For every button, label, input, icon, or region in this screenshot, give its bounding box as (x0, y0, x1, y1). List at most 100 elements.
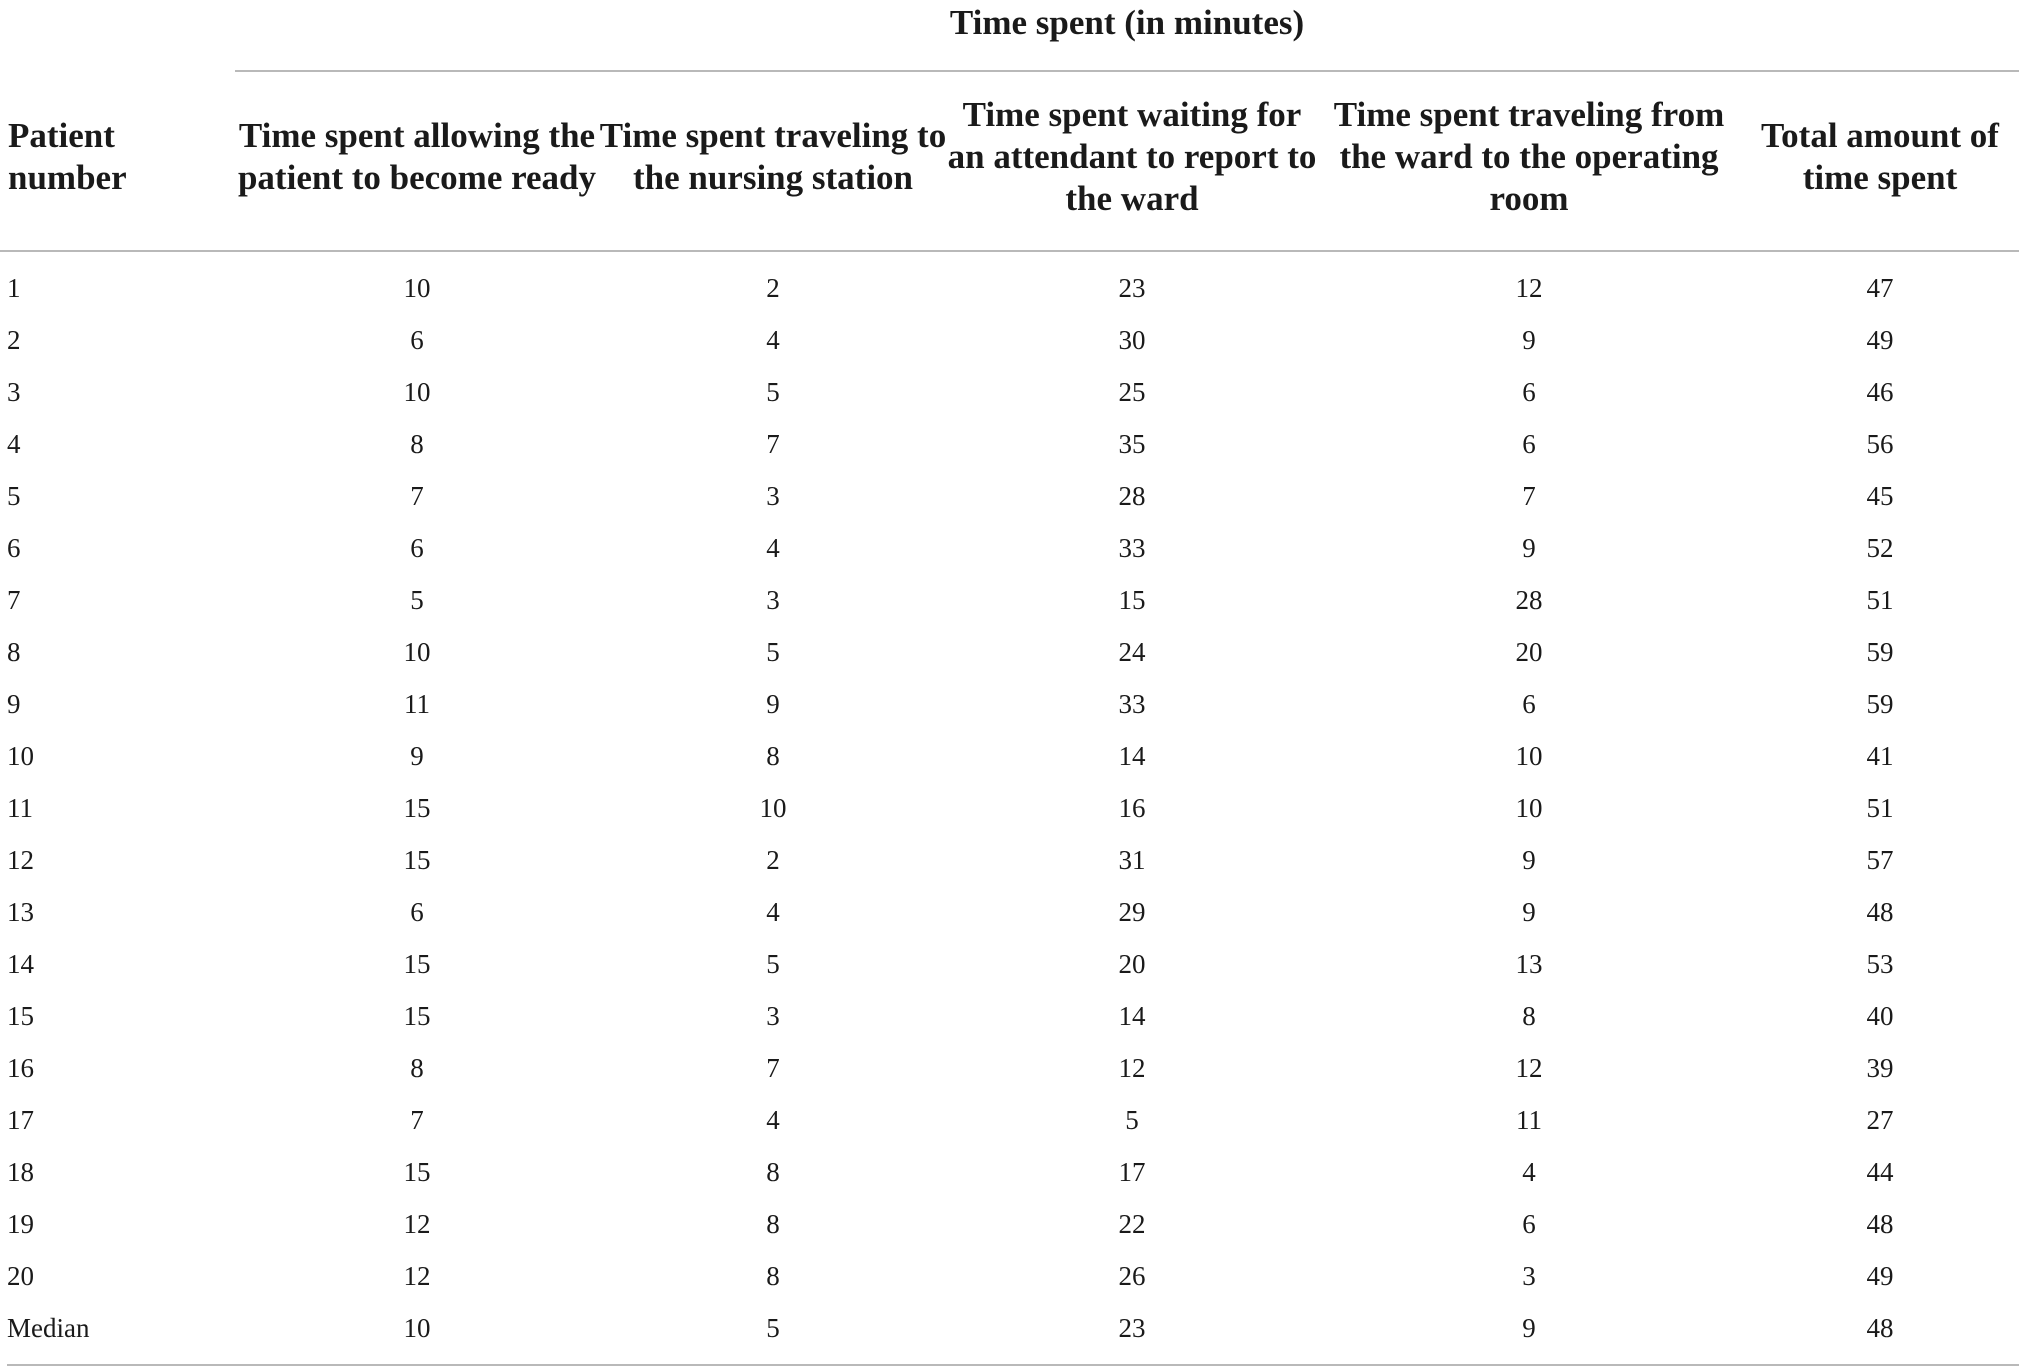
cell-time-waiting-attendant: 30 (1118, 324, 1146, 355)
cell-time-nursing-station: 3 (766, 480, 780, 511)
cell-time-ready: 15 (403, 1156, 431, 1187)
cell-time-ready: 15 (403, 1000, 431, 1031)
cell-time-ward-to-or: 12 (1515, 1052, 1543, 1083)
cell-time-ward-to-or: 12 (1515, 272, 1543, 303)
cell-time-nursing-station: 5 (766, 376, 780, 407)
cell-time-waiting-attendant: 17 (1118, 1156, 1146, 1187)
table-row: 9 11 9 33 6 59 (0, 678, 2019, 730)
cell-patient-number: 6 (7, 532, 21, 563)
cell-time-waiting-attendant: 16 (1118, 792, 1146, 823)
cell-total-time: 41 (1866, 740, 1894, 771)
cell-total-time: 45 (1866, 480, 1894, 511)
group-header-rule-row (0, 70, 2019, 72)
cell-patient-number: 19 (7, 1208, 34, 1239)
cell-time-ready: 15 (403, 792, 431, 823)
table-row: 10 9 8 14 10 41 (0, 730, 2019, 782)
cell-patient-number: 13 (7, 896, 34, 927)
cell-time-waiting-attendant: 28 (1118, 480, 1146, 511)
cell-time-ready: 8 (410, 428, 424, 459)
group-header-spacer (0, 0, 235, 70)
cell-time-ready: 10 (403, 272, 431, 303)
cell-time-ready: 10 (403, 376, 431, 407)
cell-time-ward-to-or: 9 (1522, 1312, 1536, 1343)
cell-time-ward-to-or: 9 (1522, 896, 1536, 927)
table-row: 13 6 4 29 9 48 (0, 886, 2019, 938)
table-row: Median 10 5 23 9 48 (0, 1302, 2019, 1354)
cell-time-ready: 6 (410, 532, 424, 563)
cell-time-waiting-attendant: 24 (1118, 636, 1146, 667)
cell-time-ready: 5 (410, 584, 424, 615)
cell-patient-number: 9 (7, 688, 21, 719)
cell-time-ward-to-or: 8 (1522, 1000, 1536, 1031)
cell-time-nursing-station: 2 (766, 272, 780, 303)
cell-time-waiting-attendant: 20 (1118, 948, 1146, 979)
cell-time-waiting-attendant: 29 (1118, 896, 1146, 927)
cell-time-nursing-station: 8 (766, 1156, 780, 1187)
cell-total-time: 39 (1866, 1052, 1894, 1083)
cell-time-ward-to-or: 9 (1522, 324, 1536, 355)
column-header-patient-number: Patient number (0, 72, 235, 252)
cell-time-ward-to-or: 6 (1522, 688, 1536, 719)
cell-patient-number: 4 (7, 428, 21, 459)
cell-patient-number: 15 (7, 1000, 34, 1031)
cell-total-time: 46 (1866, 376, 1894, 407)
cell-time-waiting-attendant: 22 (1118, 1208, 1146, 1239)
cell-total-time: 48 (1866, 1312, 1894, 1343)
cell-time-ward-to-or: 9 (1522, 844, 1536, 875)
cell-time-ready: 7 (410, 480, 424, 511)
cell-total-time: 27 (1866, 1104, 1894, 1135)
cell-patient-number: 5 (7, 480, 21, 511)
cell-time-ward-to-or: 6 (1522, 1208, 1536, 1239)
table-row: 2 6 4 30 9 49 (0, 314, 2019, 366)
cell-total-time: 57 (1866, 844, 1894, 875)
cell-total-time: 47 (1866, 272, 1894, 303)
table-row: 15 15 3 14 8 40 (0, 990, 2019, 1042)
cell-time-ready: 12 (403, 1260, 431, 1291)
cell-patient-number: 20 (7, 1260, 34, 1291)
cell-time-ward-to-or: 28 (1515, 584, 1543, 615)
table-row: 19 12 8 22 6 48 (0, 1198, 2019, 1250)
cell-time-ward-to-or: 9 (1522, 532, 1536, 563)
cell-time-nursing-station: 9 (766, 688, 780, 719)
cell-time-ready: 10 (403, 636, 431, 667)
cell-time-ward-to-or: 3 (1522, 1260, 1536, 1291)
cell-total-time: 59 (1866, 636, 1894, 667)
cell-time-nursing-station: 4 (766, 532, 780, 563)
cell-time-nursing-station: 4 (766, 1104, 780, 1135)
cell-patient-number: 2 (7, 324, 21, 355)
cell-time-nursing-station: 3 (766, 1000, 780, 1031)
cell-time-ready: 7 (410, 1104, 424, 1135)
cell-time-ward-to-or: 10 (1515, 792, 1543, 823)
table-row: 20 12 8 26 3 49 (0, 1250, 2019, 1302)
cell-total-time: 59 (1866, 688, 1894, 719)
cell-time-ward-to-or: 10 (1515, 740, 1543, 771)
cell-total-time: 52 (1866, 532, 1894, 563)
table-row: 4 8 7 35 6 56 (0, 418, 2019, 470)
cell-time-waiting-attendant: 25 (1118, 376, 1146, 407)
cell-total-time: 40 (1866, 1000, 1894, 1031)
cell-total-time: 48 (1866, 896, 1894, 927)
cell-time-nursing-station: 3 (766, 584, 780, 615)
cell-total-time: 53 (1866, 948, 1894, 979)
cell-time-ward-to-or: 6 (1522, 428, 1536, 459)
cell-time-ward-to-or: 4 (1522, 1156, 1536, 1187)
group-header: Time spent (in minutes) (949, 3, 1305, 42)
cell-time-waiting-attendant: 31 (1118, 844, 1146, 875)
cell-patient-number: Median (7, 1312, 90, 1343)
cell-patient-number: 10 (7, 740, 34, 771)
table-row: 14 15 5 20 13 53 (0, 938, 2019, 990)
cell-total-time: 51 (1866, 792, 1894, 823)
cell-time-waiting-attendant: 5 (1125, 1104, 1139, 1135)
cell-time-ready: 6 (410, 324, 424, 355)
cell-time-nursing-station: 8 (766, 1260, 780, 1291)
cell-total-time: 49 (1866, 1260, 1894, 1291)
cell-time-nursing-station: 5 (766, 636, 780, 667)
cell-time-ready: 15 (403, 948, 431, 979)
table-row: 1 10 2 23 12 47 (0, 251, 2019, 314)
cell-time-nursing-station: 2 (766, 844, 780, 875)
cell-total-time: 48 (1866, 1208, 1894, 1239)
group-header-row: Time spent (in minutes) (0, 0, 2019, 70)
cell-time-ready: 6 (410, 896, 424, 927)
group-header-rule (235, 70, 2019, 72)
